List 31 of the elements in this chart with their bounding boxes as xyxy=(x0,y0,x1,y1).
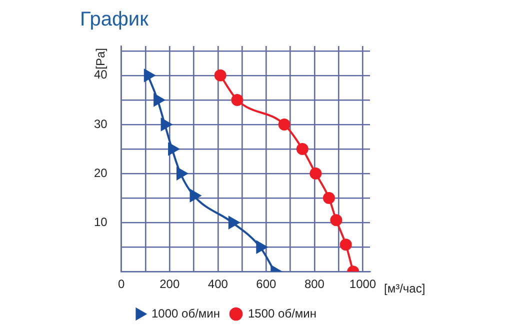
legend-label: 1000 об/мин xyxy=(152,306,220,320)
point xyxy=(160,118,172,131)
chart-title: График xyxy=(80,8,149,31)
point xyxy=(228,216,240,229)
point xyxy=(278,118,290,130)
point xyxy=(176,167,188,180)
point xyxy=(144,69,155,82)
x-tick-label: 1000 xyxy=(349,277,376,292)
x-tick-label: 600 xyxy=(256,277,277,292)
point xyxy=(310,168,322,180)
point xyxy=(256,240,268,254)
x-tick-label: 400 xyxy=(208,277,228,292)
point xyxy=(322,192,335,204)
y-tick-label: 20 xyxy=(94,166,108,180)
point xyxy=(296,142,308,155)
point xyxy=(330,214,342,226)
legend-label: 1500 об/мин xyxy=(248,306,316,320)
x-tick-label: 200 xyxy=(160,277,180,292)
y-tick-label: 30 xyxy=(94,116,108,131)
point xyxy=(190,189,201,202)
y-tick-label: 10 xyxy=(94,214,108,229)
x-tick-label: 800 xyxy=(304,277,325,292)
x-axis-title: [м³/час] xyxy=(384,281,426,296)
point xyxy=(168,142,180,156)
y-axis-title: [Pa] xyxy=(94,48,108,70)
point xyxy=(340,238,352,251)
y-tick-label: 40 xyxy=(94,68,108,82)
point xyxy=(214,69,226,82)
x-tick-label: 0 xyxy=(118,277,126,292)
point xyxy=(231,94,244,106)
point xyxy=(154,94,165,106)
